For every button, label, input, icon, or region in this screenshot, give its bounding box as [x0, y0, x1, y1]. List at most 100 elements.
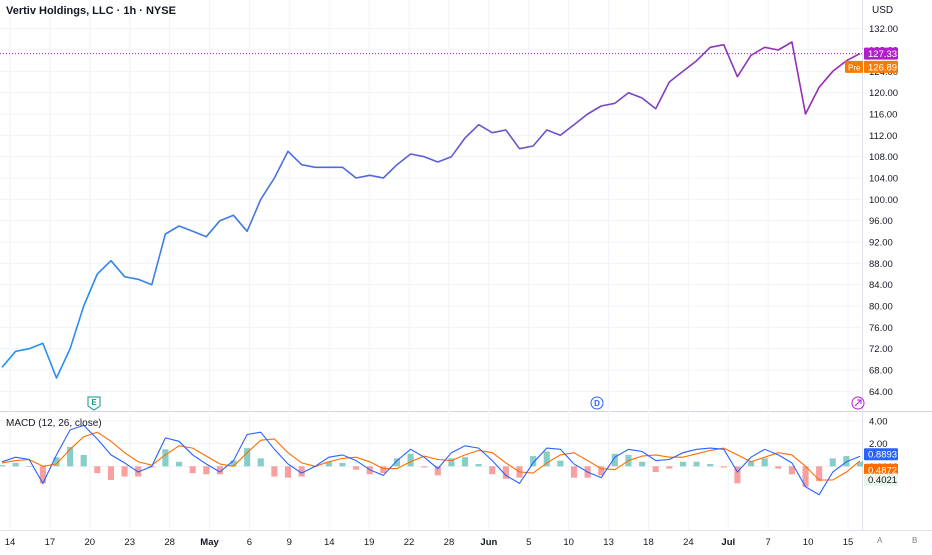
- histogram-bar: [26, 466, 33, 467]
- time-tick-label: 20: [85, 537, 96, 548]
- settings-b-button[interactable]: B: [912, 536, 918, 545]
- histogram-bar: [121, 466, 128, 477]
- time-tick-label: 5: [526, 537, 531, 548]
- histogram-bar: [530, 456, 537, 467]
- pre-label-bg: [845, 60, 863, 73]
- price-tick-label: 96.00: [869, 216, 893, 227]
- price-tick-label: 80.00: [869, 302, 893, 313]
- signal-value-badge-bg: [864, 463, 898, 476]
- price-tick-label: 104.00: [869, 174, 898, 185]
- histogram-value-badge-bg: [864, 473, 898, 486]
- time-tick-label: 28: [444, 537, 455, 548]
- histogram-bar: [543, 451, 550, 467]
- signal-value-badge: 0.4872: [868, 465, 897, 476]
- price-tick-label: 108.00: [869, 152, 898, 163]
- earnings-marker-icon[interactable]: [87, 396, 101, 411]
- histogram-bar: [271, 466, 278, 477]
- macd-value-badge: 0.8893: [868, 450, 897, 461]
- time-tick-label: 19: [364, 537, 375, 548]
- time-tick-label: 14: [324, 537, 335, 548]
- time-tick-label: 22: [404, 537, 415, 548]
- price-pane[interactable]: [0, 0, 862, 411]
- histogram-bar: [679, 461, 687, 467]
- histogram-bar: [421, 466, 428, 468]
- histogram-bar: [747, 461, 755, 467]
- time-tick-label: 28: [164, 537, 175, 548]
- histogram-bar: [666, 466, 673, 469]
- histogram-bar: [67, 446, 74, 467]
- time-tick-label: 17: [45, 537, 56, 548]
- histogram-bar: [339, 462, 346, 467]
- premarket-price-badge-bg: [864, 60, 898, 73]
- series-lines: [1, 41, 861, 496]
- histogram-bar: [788, 466, 795, 475]
- histogram-bar: [94, 466, 101, 474]
- histogram-bar: [216, 466, 223, 475]
- price-tick-label: 76.00: [869, 323, 893, 334]
- macd-pane[interactable]: [0, 412, 862, 530]
- time-tick-label: Jul: [721, 537, 735, 548]
- histogram-bar: [802, 466, 809, 487]
- histogram-bar: [775, 466, 782, 469]
- histogram-bar: [489, 466, 496, 475]
- time-tick-label: 15: [843, 537, 854, 548]
- histogram-bar: [652, 466, 659, 472]
- price-tick-label: 68.00: [869, 366, 893, 377]
- histogram-bar: [448, 458, 455, 467]
- premarket-price-badge: 126.89: [868, 62, 897, 73]
- histogram-bar: [502, 466, 509, 479]
- auto-scale-button[interactable]: A: [877, 536, 883, 545]
- histogram-bar: [257, 458, 264, 467]
- histogram-bar: [0, 465, 6, 467]
- price-tick-label: 100.00: [869, 195, 898, 206]
- time-tick-label: 6: [247, 537, 252, 548]
- histogram-bar: [353, 466, 360, 470]
- time-tick-label: 14: [5, 537, 16, 548]
- price-tick-label: 72.00: [869, 344, 893, 355]
- histogram-bar: [816, 466, 823, 482]
- histogram-bar: [325, 461, 332, 467]
- price-tick-label: 88.00: [869, 259, 893, 270]
- histogram-bar: [107, 466, 115, 480]
- price-tick-label: 92.00: [869, 238, 893, 249]
- histogram-bar: [162, 449, 169, 467]
- histogram-bar: [843, 456, 850, 467]
- earnings-marker-label[interactable]: E: [91, 398, 97, 407]
- time-tick-label: 23: [124, 537, 135, 548]
- histogram-bar: [598, 466, 605, 476]
- time-tick-label: 9: [287, 537, 292, 548]
- histogram-bar: [53, 457, 60, 467]
- macd-tick-label: 4.00: [869, 416, 888, 427]
- histogram-bar: [707, 464, 714, 467]
- histogram-bar: [475, 464, 482, 467]
- histogram-bar: [12, 462, 19, 467]
- histogram-bar: [720, 466, 727, 468]
- histogram-bar: [175, 461, 183, 467]
- price-tick-label: 132.00: [869, 24, 898, 35]
- time-tick-label: 10: [563, 537, 574, 548]
- price-tick-label: 112.00: [869, 131, 897, 142]
- histogram-bar: [298, 466, 305, 477]
- histogram-bar: [407, 453, 414, 467]
- macd-tick-label: 2.00: [869, 439, 888, 450]
- currency-label[interactable]: USD: [872, 5, 894, 16]
- histogram-bar: [189, 466, 196, 474]
- price-tick-label: 116.00: [869, 110, 897, 121]
- histogram-bar: [693, 461, 700, 467]
- time-tick-label: May: [200, 537, 219, 548]
- time-tick-label: 13: [603, 537, 614, 548]
- histogram-bar: [557, 460, 564, 467]
- histogram-bar: [611, 453, 618, 467]
- dividend-marker-label[interactable]: D: [594, 399, 600, 408]
- time-tick-label: 7: [766, 537, 771, 548]
- histogram-bar: [461, 457, 469, 467]
- histogram-value-badge: 0.4021: [868, 475, 897, 486]
- last-price-badge: 127.33: [868, 49, 897, 60]
- dividend-marker-icon[interactable]: [590, 396, 604, 410]
- histogram-bar: [80, 454, 87, 467]
- split-arrow-icon: [854, 399, 862, 407]
